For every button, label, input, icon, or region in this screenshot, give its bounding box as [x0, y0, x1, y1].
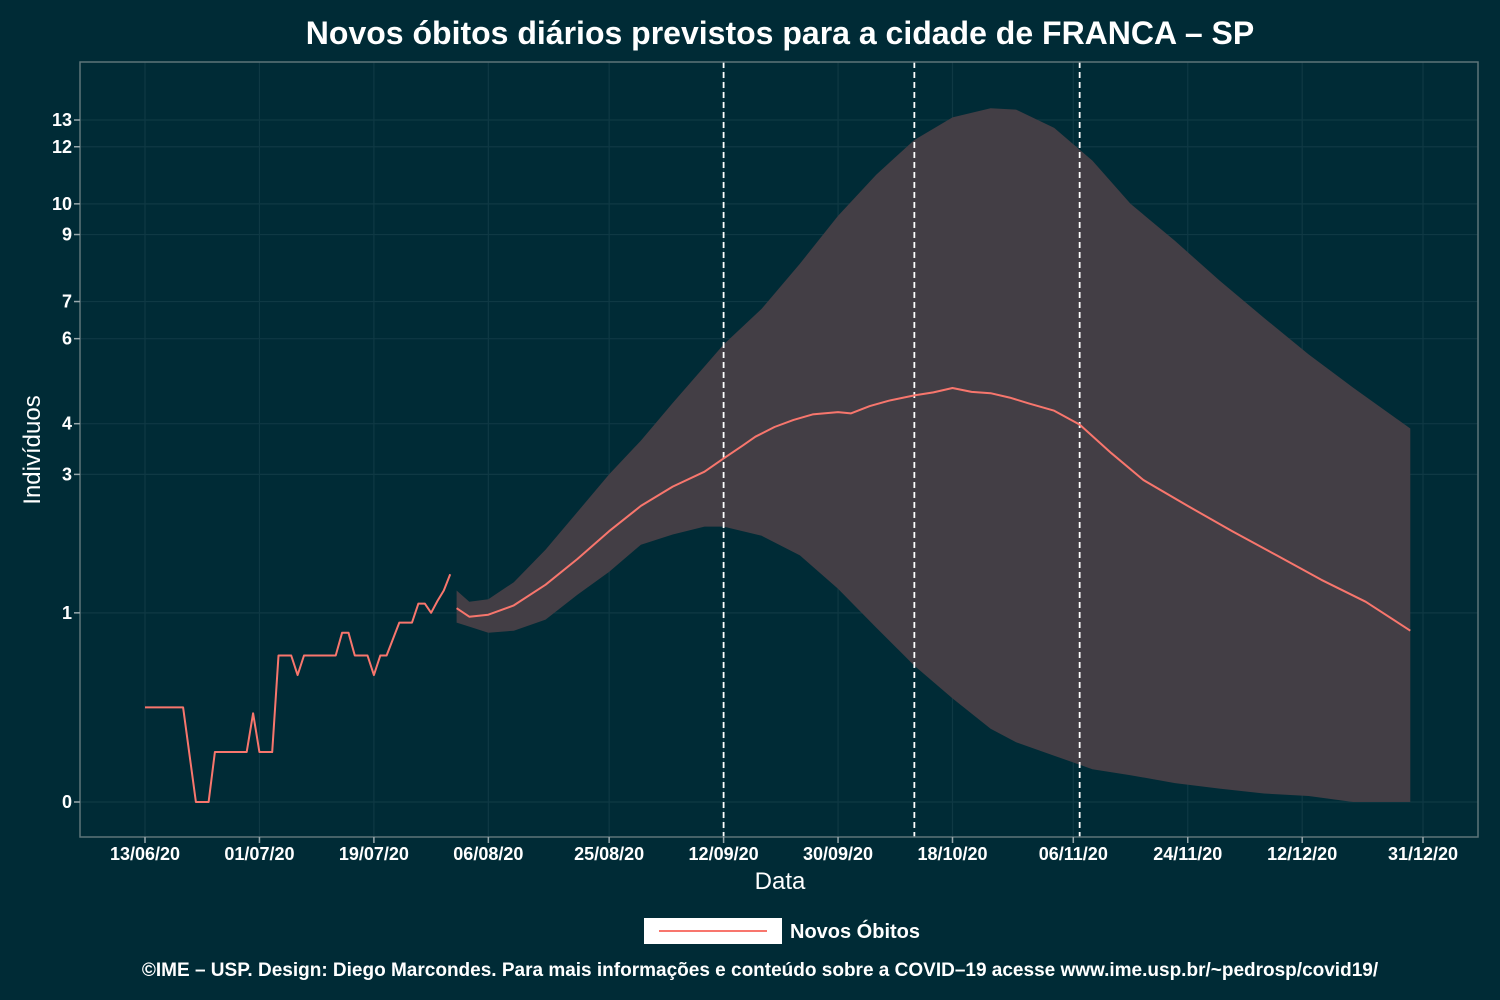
confidence-band-area	[456, 108, 1411, 803]
y-tick-label: 12	[52, 137, 72, 157]
y-tick-label: 0	[62, 792, 72, 812]
series-line-observed	[145, 573, 452, 803]
series-line-predicted	[456, 387, 1411, 632]
x-tick-label: 01/07/20	[224, 844, 294, 864]
x-tick-label: 12/12/20	[1267, 844, 1337, 864]
x-tick-label: 13/06/20	[110, 844, 180, 864]
x-tick-label: 24/11/20	[1153, 844, 1222, 864]
y-tick-label: 1	[62, 603, 72, 623]
series-lines	[145, 387, 1411, 803]
x-tick-label: 19/07/20	[339, 844, 409, 864]
confidence-band	[456, 108, 1411, 803]
y-axis-label: Indivíduos	[19, 395, 46, 504]
y-tick-label: 13	[52, 110, 72, 130]
x-tick-label: 18/10/20	[917, 844, 987, 864]
y-tick-label: 6	[62, 329, 72, 349]
y-tick-label: 3	[62, 464, 72, 484]
x-axis: 13/06/20 01/07/20 19/07/20 06/08/20 25/08/20…	[110, 837, 1458, 864]
y-tick-label: 9	[62, 225, 72, 245]
x-tick-label: 31/12/20	[1388, 844, 1458, 864]
plot-panel-border	[79, 61, 1479, 838]
legend: Novos Óbitos	[644, 918, 920, 944]
x-tick-label: 12/09/20	[689, 844, 759, 864]
x-axis-label: Data	[755, 868, 806, 895]
y-tick-label: 7	[62, 292, 72, 312]
x-tick-label: 25/08/20	[574, 844, 644, 864]
reference-lines	[722, 62, 1081, 837]
y-tick-label: 10	[52, 194, 72, 214]
chart-title: Novos óbitos diários previstos para a ci…	[306, 15, 1254, 51]
legend-label: Novos Óbitos	[790, 919, 920, 943]
footer-credit: ©IME – USP. Design: Diego Marcondes. Par…	[142, 960, 1379, 981]
x-tick-label: 30/09/20	[803, 844, 873, 864]
x-tick-label: 06/08/20	[453, 844, 523, 864]
x-tick-label: 06/11/20	[1039, 844, 1108, 864]
y-tick-label: 4	[62, 414, 72, 434]
